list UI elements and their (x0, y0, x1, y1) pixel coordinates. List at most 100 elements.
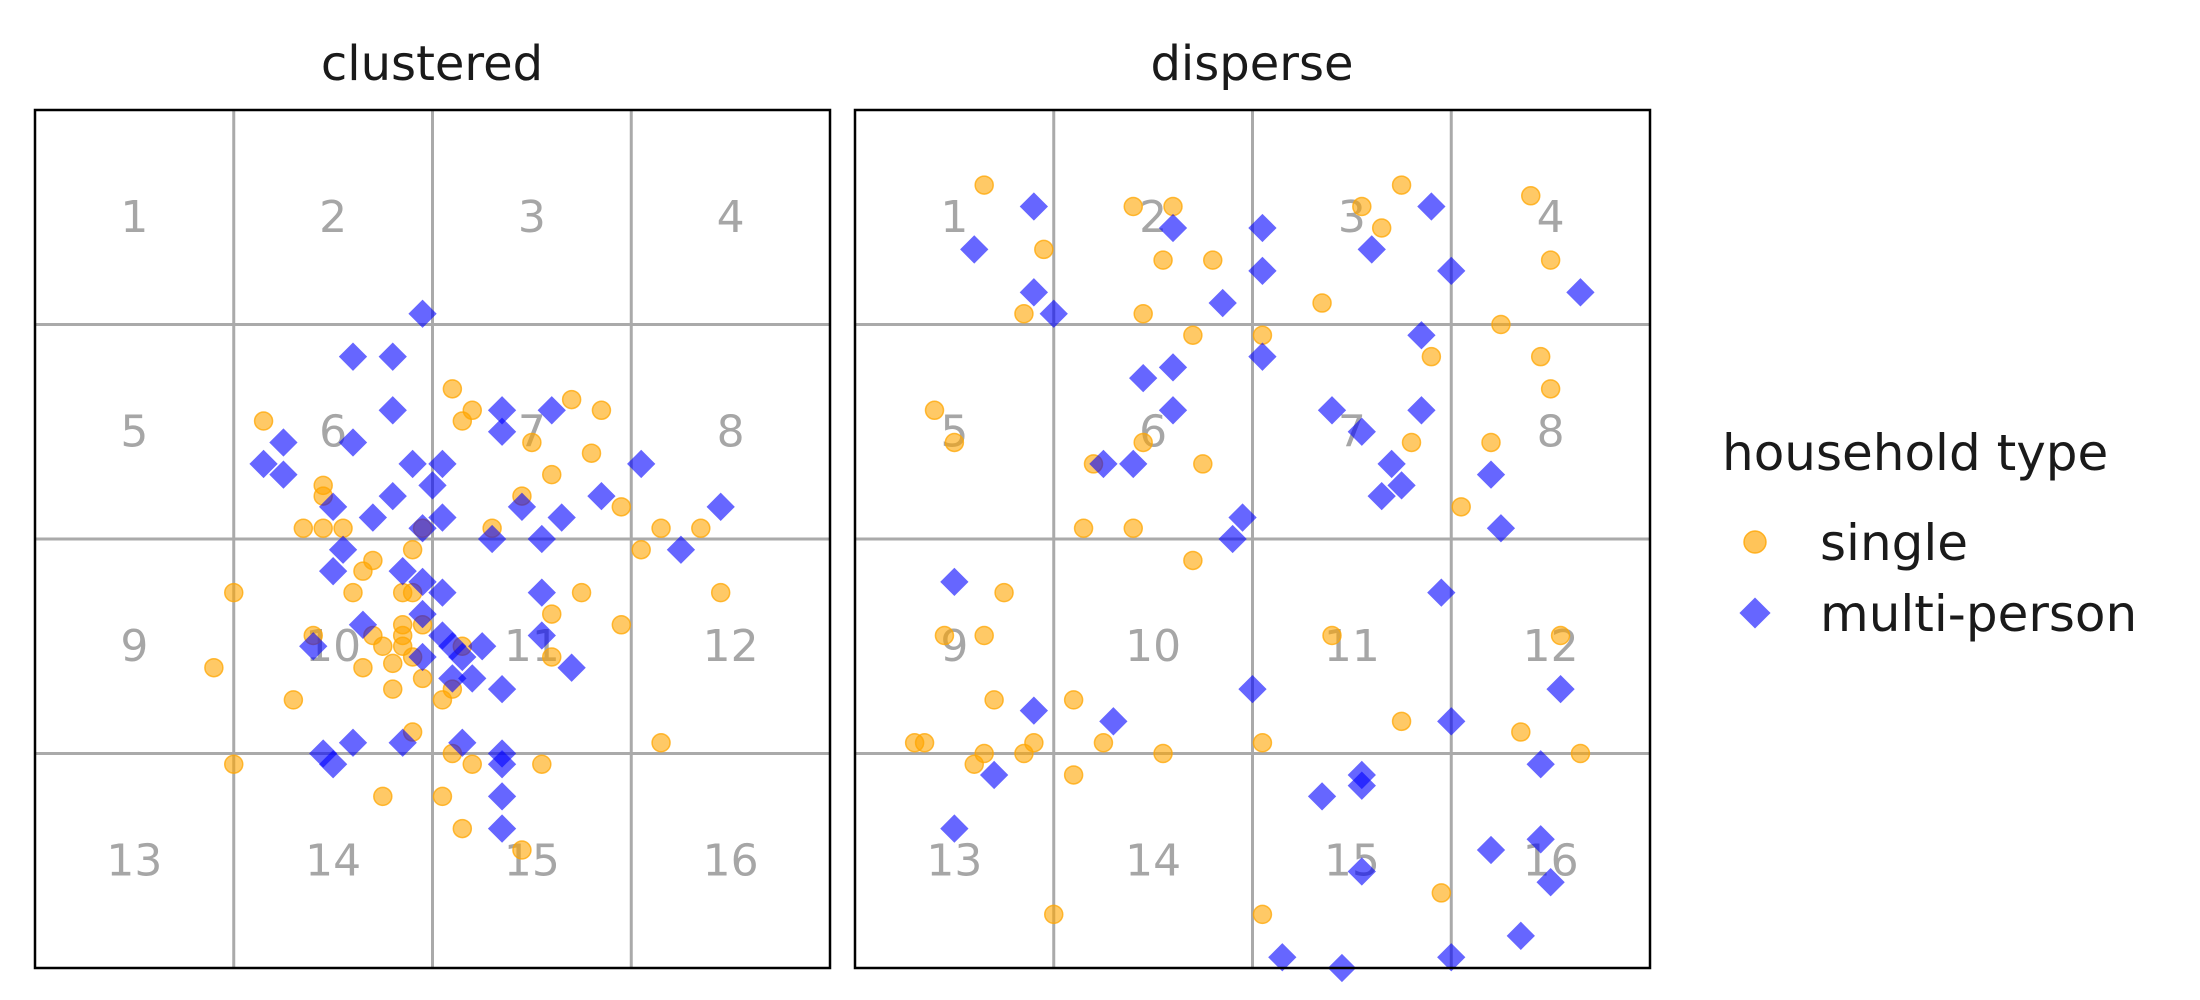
point-multi-person (358, 503, 388, 532)
cell-label: 13 (926, 835, 982, 886)
point-multi-person (1506, 921, 1535, 950)
point-multi-person (448, 728, 477, 757)
point-multi-person (428, 578, 457, 607)
point-multi-person (487, 675, 517, 704)
point-multi-person (1039, 299, 1068, 328)
point-single (402, 539, 423, 560)
point-multi-person (1407, 321, 1436, 350)
point-multi-person (1019, 192, 1049, 221)
point-multi-person (428, 449, 457, 479)
legend-item-multi-person[interactable]: multi-person (1739, 585, 2137, 643)
point-single (373, 786, 393, 807)
point-multi-person (940, 814, 969, 843)
point-multi-person (487, 396, 517, 425)
point-multi-person (1367, 481, 1396, 511)
point-single (1511, 722, 1531, 742)
point-multi-person (666, 535, 696, 564)
point-multi-person (438, 664, 467, 693)
point-multi-person (318, 750, 348, 779)
cell-label: 8 (1537, 406, 1565, 457)
point-single (1491, 314, 1511, 335)
point-multi-person (1377, 449, 1406, 479)
point-multi-person (269, 428, 298, 457)
cell-label: 1 (120, 192, 148, 243)
point-single (542, 604, 562, 624)
point-multi-person (378, 481, 407, 511)
cell-label: 8 (717, 406, 745, 457)
point-single (224, 754, 244, 774)
point-multi-person (1417, 192, 1446, 221)
point-multi-person (1158, 353, 1188, 382)
legend-title: household type (1722, 424, 2108, 482)
point-multi-person (408, 567, 437, 597)
point-multi-person (1486, 514, 1516, 543)
point-single (984, 690, 1004, 710)
point-single (1014, 743, 1034, 764)
point-multi-person (338, 428, 368, 457)
point-multi-person (1317, 396, 1347, 425)
point-single (1163, 196, 1183, 217)
point-single (283, 690, 304, 710)
cell-label: 10 (1125, 621, 1181, 672)
point-single (432, 690, 453, 710)
point-single (924, 400, 945, 421)
point-multi-person (1347, 417, 1376, 446)
point-multi-person (448, 642, 477, 672)
point-multi-person (1526, 750, 1555, 779)
point-single (363, 550, 383, 571)
point-single (1063, 765, 1084, 785)
point-multi-person (1536, 868, 1565, 897)
point-multi-person (706, 492, 735, 521)
legend-single-label: single (1820, 514, 1968, 572)
point-multi-person (1248, 213, 1277, 243)
point-multi-person (1437, 707, 1466, 736)
point-multi-person (1248, 256, 1277, 286)
point-multi-person (1347, 857, 1376, 886)
point-multi-person (1019, 278, 1049, 307)
point-multi-person (1218, 524, 1247, 554)
point-multi-person (587, 481, 616, 511)
point-single (1401, 432, 1422, 453)
point-single (1133, 304, 1153, 324)
point-multi-person (428, 503, 457, 532)
point-single (1034, 239, 1054, 260)
point-multi-person (328, 535, 358, 564)
point-single (581, 443, 602, 463)
point-multi-person (1158, 213, 1188, 243)
point-single (452, 818, 473, 839)
point-multi-person (537, 396, 566, 425)
legend-item-single[interactable]: single (1743, 514, 1968, 572)
point-single (1451, 497, 1471, 517)
point-single (691, 518, 711, 539)
cell-label: 9 (120, 621, 148, 672)
point-multi-person (527, 578, 556, 607)
point-single (994, 582, 1014, 603)
point-multi-person (1387, 471, 1416, 500)
points-disperse (904, 175, 1595, 983)
point-multi-person (1526, 825, 1555, 854)
point-single (542, 464, 562, 485)
point-multi-person (627, 449, 656, 479)
point-multi-person (960, 235, 989, 264)
point-single (392, 615, 413, 635)
cell-label: 15 (504, 835, 560, 886)
point-single (934, 625, 955, 646)
panel-border-disperse (853, 108, 1652, 970)
point-multi-person (1566, 278, 1595, 307)
point-single (1252, 733, 1273, 753)
point-single (1153, 250, 1173, 270)
point-multi-person (487, 750, 517, 779)
point-single (253, 411, 274, 431)
point-single (412, 668, 433, 689)
point-single (1153, 743, 1173, 764)
point-multi-person (487, 417, 517, 446)
point-single (1193, 454, 1213, 474)
point-single (313, 518, 333, 539)
point-single (1093, 733, 1114, 753)
cell-label: 14 (305, 835, 361, 886)
point-single (442, 379, 463, 399)
point-multi-person (487, 782, 517, 811)
point-single (204, 657, 224, 678)
point-multi-person (388, 557, 417, 586)
